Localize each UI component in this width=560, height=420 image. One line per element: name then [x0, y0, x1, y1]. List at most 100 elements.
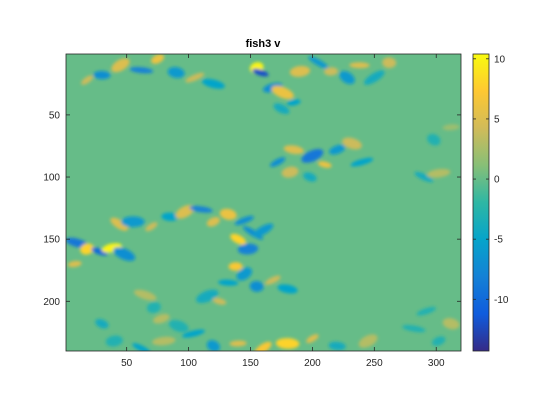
heatmap-blob — [324, 67, 338, 76]
heatmap-blob — [328, 144, 346, 155]
heatmap-blob — [80, 243, 94, 255]
heatmap-blob — [111, 58, 130, 73]
heatmap-blob — [201, 78, 225, 89]
heatmap-blob — [168, 320, 189, 333]
y-axis: 50 100 150 200 — [43, 110, 461, 308]
heatmap-blob — [264, 275, 281, 285]
y-tick-label: 150 — [43, 235, 60, 246]
heatmap-background — [66, 54, 461, 351]
chart-title: fish3 v — [246, 38, 282, 50]
colorbar-border — [472, 53, 490, 352]
y-tick-label: 100 — [43, 173, 60, 184]
heatmap-blob — [402, 325, 426, 333]
heatmap-blob — [254, 341, 272, 351]
heatmap-blob — [382, 57, 397, 69]
heatmap-blob — [129, 66, 154, 74]
heatmap-blob — [206, 216, 220, 227]
heatmap-blob — [306, 334, 319, 344]
heatmap-blob — [121, 216, 145, 228]
heatmap-blob — [349, 62, 370, 69]
heatmap-blob — [289, 65, 311, 77]
colorbar-tick-label: -5 — [494, 235, 503, 246]
heatmap-blob — [350, 157, 374, 167]
heatmap-blob — [133, 289, 157, 301]
heatmap-blob — [113, 247, 136, 261]
heatmap-blob — [145, 222, 158, 232]
heatmap-blob — [442, 124, 460, 131]
heatmap-blob — [442, 318, 460, 330]
colorbar: 10 5 0 -5 -10 — [472, 53, 509, 352]
heatmap-blob — [196, 289, 219, 303]
heatmap-blob — [342, 137, 362, 150]
heatmap-blob — [252, 223, 274, 238]
x-tick-label: 100 — [180, 358, 197, 369]
x-axis: 50 100 150 200 250 300 — [121, 54, 445, 369]
heatmap-blob — [277, 284, 298, 294]
heatmap-blob — [427, 168, 451, 178]
colorbar-ticks: 10 5 0 -5 -10 — [473, 54, 509, 306]
heatmap-blob — [151, 54, 165, 64]
heatmap-blob — [328, 341, 346, 351]
heatmap-blob — [206, 340, 221, 351]
x-tick-label: 150 — [242, 358, 259, 369]
x-tick-label: 250 — [366, 358, 383, 369]
heatmap-blob — [269, 157, 286, 167]
heatmap-blob — [308, 56, 329, 70]
heatmap-blob — [358, 334, 378, 348]
heatmap-blob — [237, 243, 259, 255]
heatmap-blob — [301, 149, 324, 163]
y-tick-label: 50 — [49, 110, 61, 121]
heatmap-blob — [167, 67, 185, 79]
heatmap-cells — [66, 54, 460, 351]
heatmap-blob — [81, 75, 94, 85]
heatmap-blob — [212, 297, 227, 305]
heatmap-blob — [303, 172, 317, 182]
heatmap-blob — [189, 205, 213, 213]
heatmap-blob — [230, 233, 246, 245]
heatmap-blob — [218, 279, 239, 286]
heatmap-blob — [229, 340, 247, 347]
heatmap-blob — [432, 336, 446, 346]
heatmap-blob — [416, 306, 436, 316]
heatmap-blob — [252, 68, 269, 77]
colorbar-tick-label: 5 — [494, 114, 500, 125]
heatmap-blob — [414, 171, 434, 183]
x-tick-label: 300 — [428, 358, 445, 369]
colorbar-tick-label: 10 — [494, 54, 506, 65]
heatmap-blob — [153, 313, 170, 324]
y-tick-label: 200 — [43, 297, 60, 308]
heatmap-blob — [236, 267, 253, 281]
colorbar-tick-label: -10 — [494, 295, 509, 306]
heatmap-blob — [286, 99, 301, 106]
heatmap-blob — [273, 103, 290, 115]
heatmap-blob — [182, 329, 205, 338]
heatmap-blob — [185, 72, 205, 83]
heatmap-blob — [427, 133, 441, 146]
heatmap-blob — [132, 343, 151, 351]
plot-area: 50 100 150 200 250 300 50 100 150 200 — [43, 53, 462, 369]
heatmap-blob — [161, 212, 179, 222]
heatmap-blob — [219, 208, 237, 220]
heatmap-blob — [234, 215, 254, 226]
plot-border — [65, 53, 462, 352]
colorbar-tick-label: 0 — [494, 175, 500, 186]
heatmap-blob — [283, 145, 304, 155]
heatmap-blob — [95, 318, 109, 329]
x-tick-label: 50 — [121, 358, 133, 369]
heatmap-blob — [105, 335, 123, 347]
heatmap-blob — [281, 166, 299, 178]
heatmap-blob — [93, 70, 111, 80]
heatmap-blob — [152, 336, 176, 346]
heatmap-blob — [67, 260, 82, 268]
heatmap-blob — [249, 280, 264, 292]
heatmap-blob — [271, 85, 294, 100]
heatmap-blob — [146, 301, 161, 314]
heatmap-blob — [91, 247, 108, 256]
heatmap-blob — [339, 71, 355, 85]
heatmap-blob — [110, 217, 129, 231]
x-tick-label: 200 — [304, 358, 321, 369]
heatmap-blob — [317, 161, 332, 168]
colorbar-scale — [473, 54, 489, 351]
heatmap-blob — [228, 262, 243, 271]
